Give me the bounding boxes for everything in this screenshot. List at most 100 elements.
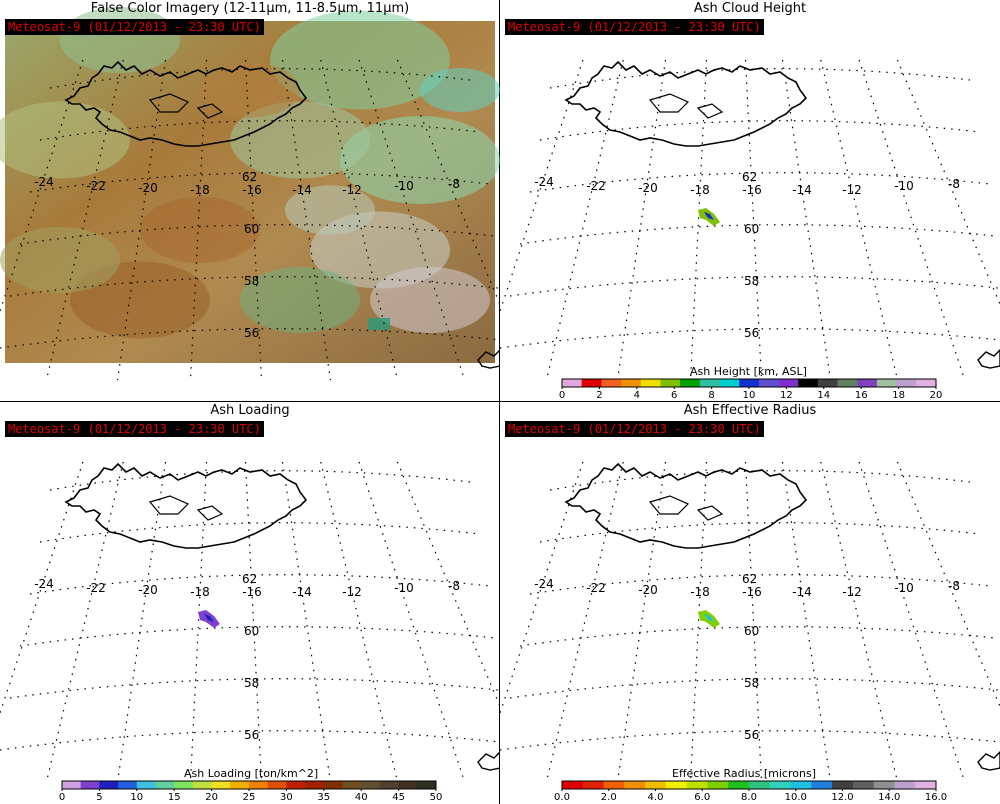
colorbar-title: Ash Height [km, ASL]	[690, 365, 807, 378]
longitude-line	[858, 59, 966, 381]
longitude-line	[244, 461, 263, 783]
faroe-coastline	[977, 751, 1000, 771]
latitude-label: 58	[744, 274, 759, 288]
longitude-line	[244, 59, 263, 381]
longitude-label: -10	[894, 179, 914, 193]
colorbar-swatch	[624, 781, 646, 789]
colorbar: 0 2 4 6 8 10 12 14 16 18 20	[559, 378, 943, 401]
latitude-label: 60	[244, 222, 259, 236]
latitude-label: 56	[244, 728, 259, 742]
longitude-label: -18	[190, 183, 210, 197]
longitude-line	[396, 461, 500, 708]
longitude-label: -10	[394, 581, 414, 595]
colorbar-tick-label: 16	[855, 390, 868, 401]
ash-plume-core	[704, 614, 714, 622]
longitude-label: -8	[448, 177, 460, 191]
latitude-label: 58	[244, 676, 259, 690]
longitude-label: -20	[638, 583, 658, 597]
satellite-label: Meteosat-9 (01/12/2013 - 23:30 UTC)	[5, 421, 264, 437]
panel-ash-height: -24 -22 -20 -18 -16 -14 -12 -10 -8 62 60 58 56 0 2 4 6 8 1…	[500, 0, 1000, 402]
colorbar-swatch	[758, 379, 780, 387]
colorbar-tick-label: 6	[671, 390, 677, 401]
longitude-label: -20	[138, 583, 158, 597]
colorbar-swatch	[798, 379, 819, 387]
cloud-patch	[140, 197, 260, 263]
latitude-line	[29, 574, 491, 595]
colorbar-swatch	[811, 781, 833, 789]
false-color-map: -24 -22 -20 -18 -16 -14 -12 -10 -8 62 60 58 56	[0, 7, 500, 381]
colorbar-swatch	[790, 781, 812, 789]
faroe-coastline	[977, 349, 1000, 369]
latitude-line	[539, 522, 981, 543]
longitude-label: -18	[690, 585, 710, 599]
longitude-label: -22	[586, 581, 606, 595]
longitude-line	[616, 59, 667, 381]
colorbar-swatch	[323, 781, 343, 789]
colorbar-tick-label: 20	[930, 390, 943, 401]
colorbar-title: Ash Loading [ton/km^2]	[184, 767, 319, 780]
longitude-label: -10	[394, 179, 414, 193]
latitude-line	[49, 470, 471, 491]
colorbar-tick-label: 10	[743, 390, 756, 401]
colorbar-swatch	[699, 379, 720, 387]
longitude-line	[500, 59, 584, 314]
longitude-line	[744, 461, 763, 783]
faroe-coastline	[477, 751, 500, 771]
colorbar-tick-label: 0.0	[554, 792, 570, 803]
latitude-label: 56	[244, 326, 259, 340]
ash-loading-map: -24 -22 -20 -18 -16 -14 -12 -10 -8 62 60 58 56 0 5 10 15…	[0, 461, 500, 803]
colorbar-tick-label: 14.0	[878, 792, 900, 803]
vertical-divider	[499, 0, 500, 804]
colorbar-swatch	[155, 781, 175, 789]
longitude-line	[396, 59, 500, 306]
longitude-label: -14	[292, 585, 312, 599]
cloud-patch	[0, 227, 120, 293]
cloud-patch	[420, 68, 500, 112]
longitude-label: -12	[342, 585, 362, 599]
panel-false-color: -24 -22 -20 -18 -16 -14 -12 -10 -8 62 60 58 56 False…	[0, 0, 500, 402]
colorbar-swatch	[99, 781, 119, 789]
latitude-label: 62	[242, 572, 257, 586]
longitude-line	[616, 461, 667, 783]
cloud-patch	[368, 318, 390, 330]
latitude-label: 58	[744, 676, 759, 690]
glacier-outline	[696, 103, 724, 119]
colorbar-swatch	[562, 781, 584, 789]
longitude-line	[781, 461, 832, 783]
colorbar-swatch	[562, 379, 583, 387]
cloud-patch	[340, 116, 500, 204]
longitude-label: -12	[842, 183, 862, 197]
panel-title: Ash Cloud Height	[693, 1, 807, 16]
longitude-line	[858, 461, 966, 783]
glacier-outline	[148, 495, 190, 515]
colorbar-tick-label: 6.0	[694, 792, 710, 803]
colorbar-tick-label: 25	[243, 792, 256, 803]
longitude-label: -14	[292, 183, 312, 197]
latitude-label: 58	[244, 274, 259, 288]
colorbar-swatch	[749, 781, 771, 789]
iceland-coastline	[64, 60, 308, 147]
colorbar-swatch	[778, 379, 799, 387]
colorbar-swatch	[603, 781, 625, 789]
longitude-line	[320, 461, 399, 783]
latitude-line	[39, 522, 481, 543]
colorbar-tick-label: 8	[708, 390, 714, 401]
colorbar-tick-label: 10	[130, 792, 143, 803]
colorbar-tick-label: 4	[634, 390, 640, 401]
latitude-label: 62	[742, 572, 757, 586]
colorbar: 0.0 2.0 4.0 6.0 8.0 10.0 12.0 14.0 16.0	[554, 780, 947, 803]
longitude-line	[820, 59, 899, 381]
ash-plume	[198, 610, 220, 628]
latitude-label: 56	[744, 728, 759, 742]
latitude-line	[509, 678, 999, 699]
longitude-line	[116, 59, 167, 381]
latitude-label: 60	[744, 222, 759, 236]
glacier-outline	[696, 505, 724, 521]
cloud-patch	[240, 267, 360, 333]
longitude-line	[116, 461, 167, 783]
colorbar-swatch	[379, 781, 400, 789]
colorbar-tick-label: 20	[205, 792, 218, 803]
colorbar-tick-label: 12	[780, 390, 793, 401]
longitude-label: -24	[534, 175, 554, 189]
colorbar-tick-label: 14	[817, 390, 830, 401]
